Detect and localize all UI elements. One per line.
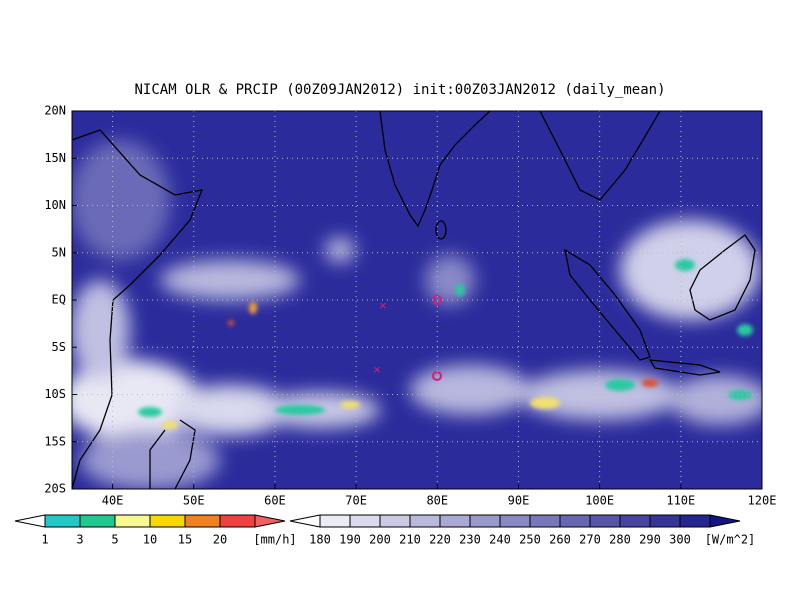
- colorbar-box: [349, 514, 381, 528]
- colorbar-label: 210: [399, 533, 421, 547]
- legends: 1 3 5 10 15 20 [mm/h] 180 190 200 210 220 230 240 250 2…: [14, 514, 756, 547]
- colorbar-label: 200: [369, 533, 391, 547]
- coastlines: [72, 111, 756, 489]
- map: × ×: [72, 111, 762, 489]
- colorbar-box: [79, 514, 116, 528]
- lat-label: 10N: [44, 198, 66, 212]
- colorbar-box: [149, 514, 186, 528]
- colorbar-unit: [mm/h]: [253, 533, 296, 547]
- colorbar-box: [439, 514, 471, 528]
- colorbar-unit: [W/m^2]: [705, 533, 756, 547]
- colorbar-arrow: [14, 514, 46, 528]
- colorbar-box: [219, 514, 256, 528]
- lon-label: 120E: [748, 494, 777, 508]
- colorbar-arrow: [254, 514, 286, 528]
- colorbar-label: 220: [429, 533, 451, 547]
- colorbar-box: [589, 514, 621, 528]
- colorbar-label: 1: [41, 533, 48, 547]
- colorbar-arrow: [709, 514, 741, 528]
- lon-label: 60E: [264, 494, 286, 508]
- marker-x: ×: [373, 363, 380, 377]
- marker-circle: [432, 371, 442, 381]
- colorbar-box: [559, 514, 591, 528]
- colorbar-box: [44, 514, 81, 528]
- lon-label: 40E: [102, 494, 124, 508]
- colorbar-label: 15: [178, 533, 192, 547]
- title: NICAM OLR & PRCIP (00Z09JAN2012) init:00…: [134, 82, 665, 98]
- lat-label: 5N: [52, 245, 66, 259]
- colorbar-box: [619, 514, 651, 528]
- colorbar-box: [679, 514, 711, 528]
- colorbar-label: 20: [213, 533, 227, 547]
- lat-label: 15N: [44, 151, 66, 165]
- colorbar-box: [529, 514, 561, 528]
- colorbar-label: 240: [489, 533, 511, 547]
- lat-label: 20S: [44, 482, 66, 496]
- colorbar-label: 300: [669, 533, 691, 547]
- colorbar-box: [319, 514, 351, 528]
- colorbar-label: 10: [143, 533, 157, 547]
- colorbar-label: 3: [76, 533, 83, 547]
- colorbar-label: 5: [111, 533, 118, 547]
- colorbar-box: [469, 514, 501, 528]
- lat-label: 10S: [44, 387, 66, 401]
- colorbar-box: [379, 514, 411, 528]
- colorbar-label: 270: [579, 533, 601, 547]
- lat-label: 20N: [44, 104, 66, 118]
- colorbar-label: 230: [459, 533, 481, 547]
- precip-field: [138, 259, 753, 429]
- colorbar-label: 190: [339, 533, 361, 547]
- colorbar-box: [649, 514, 681, 528]
- lat-label: EQ: [52, 293, 66, 307]
- colorbar-box: [114, 514, 151, 528]
- lon-label: 100E: [585, 494, 614, 508]
- map-frame: [71, 110, 763, 490]
- colorbar-arrow: [289, 514, 321, 528]
- colorbar-label: 260: [549, 533, 571, 547]
- lat-label: 15S: [44, 434, 66, 448]
- lon-label: 110E: [666, 494, 695, 508]
- lon-label: 80E: [426, 494, 448, 508]
- lon-label: 90E: [508, 494, 530, 508]
- lon-label: 70E: [345, 494, 367, 508]
- colorbar-label: 280: [609, 533, 631, 547]
- colorbar-label: 250: [519, 533, 541, 547]
- grid: 20N 15N 10N 5N EQ 5S 10S 15S 20S 40E 50E 60E 70E 80E 9…: [44, 104, 776, 508]
- colorbar-box: [499, 514, 531, 528]
- colorbar-label: 180: [309, 533, 331, 547]
- colorbar-box: [184, 514, 221, 528]
- marker-x: ×: [379, 299, 386, 313]
- colorbar-box: [409, 514, 441, 528]
- lon-label: 50E: [183, 494, 205, 508]
- lat-label: 5S: [52, 340, 66, 354]
- colorbar-label: 290: [639, 533, 661, 547]
